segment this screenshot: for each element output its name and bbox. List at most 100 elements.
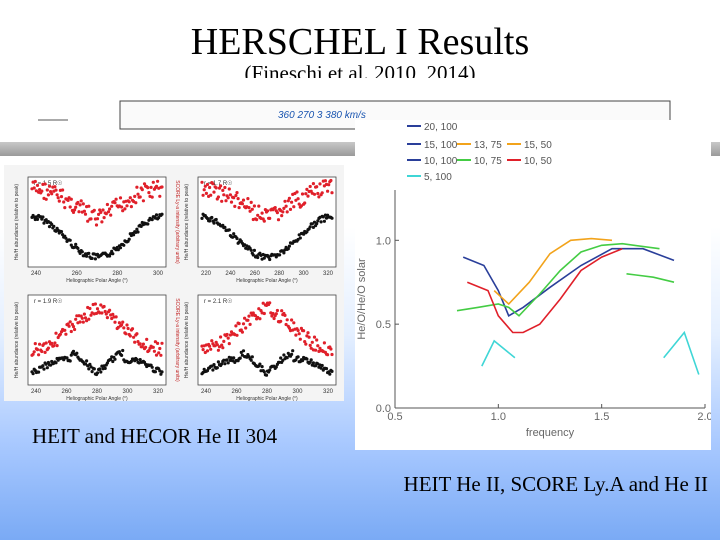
red-data-point	[151, 345, 155, 349]
red-data-point	[241, 322, 246, 326]
black-data-point	[65, 356, 69, 360]
red-data-point	[299, 204, 303, 208]
red-data-point	[146, 186, 150, 190]
red-data-point	[33, 179, 37, 184]
red-data-point	[158, 194, 162, 198]
black-data-point	[120, 353, 124, 357]
sub-plot-xtick: 300	[299, 271, 310, 277]
red-data-point	[99, 303, 103, 307]
red-data-point	[32, 186, 36, 190]
red-data-point	[100, 220, 104, 224]
red-data-point	[98, 208, 102, 212]
red-data-point	[306, 331, 310, 335]
y-axis-label: He/O/He/O solar	[356, 258, 368, 340]
red-data-point	[73, 208, 77, 212]
red-data-point	[35, 348, 40, 352]
black-data-point	[74, 242, 78, 246]
red-data-point	[225, 332, 229, 337]
red-data-point	[229, 200, 234, 204]
red-data-point	[307, 335, 311, 339]
sub-plot-xtick: 280	[92, 389, 103, 395]
red-data-point	[329, 178, 333, 183]
red-data-point	[290, 200, 294, 204]
sub-plot-left-ylabel: He/H abundance (relative to peak)	[14, 184, 20, 260]
red-data-point	[294, 333, 298, 337]
red-data-point	[209, 347, 213, 351]
black-data-point	[262, 370, 266, 374]
legend-entry: 15, 100	[424, 140, 458, 151]
red-data-point	[74, 205, 78, 209]
red-data-point	[76, 200, 80, 205]
red-data-point	[236, 197, 240, 201]
sub-plot: r = 1.7 R☉ He/H abundance (relative to pe…	[184, 176, 350, 284]
black-data-point	[127, 237, 131, 241]
red-data-point	[286, 199, 290, 203]
red-data-point	[279, 319, 283, 323]
red-data-point	[55, 344, 59, 348]
black-data-point	[324, 367, 329, 371]
black-data-point	[315, 222, 319, 226]
black-data-point	[319, 220, 323, 224]
black-data-point	[110, 249, 114, 253]
legend-entry: 5, 100	[424, 172, 452, 183]
sub-plot-radius-label: r = 1.9 R☉	[34, 298, 63, 305]
black-data-point	[93, 257, 97, 261]
red-data-point	[297, 202, 301, 206]
red-data-point	[156, 179, 160, 183]
red-data-point	[257, 307, 261, 311]
red-data-point	[280, 214, 284, 218]
black-data-point	[286, 247, 290, 251]
sub-plot-xtick: 240	[31, 389, 42, 395]
red-data-point	[157, 351, 161, 355]
sub-plot-left-ylabel: He/H abundance (relative to peak)	[14, 302, 20, 378]
red-data-point	[205, 182, 210, 187]
red-data-point	[154, 184, 159, 188]
black-data-point	[111, 359, 115, 364]
red-data-point	[275, 211, 279, 215]
red-data-point	[241, 198, 246, 202]
red-data-point	[326, 353, 330, 357]
red-data-point	[93, 302, 97, 306]
black-data-point	[311, 225, 315, 229]
sub-plot-xlabel: Heliographic Polar Angle (°)	[236, 396, 298, 401]
red-data-point	[58, 332, 63, 336]
red-data-point	[220, 199, 224, 203]
red-data-point	[237, 322, 241, 326]
black-data-point	[211, 368, 215, 372]
black-data-point	[282, 251, 286, 255]
red-data-point	[153, 340, 157, 344]
black-data-point	[214, 217, 218, 222]
red-data-point	[322, 341, 326, 345]
red-data-point	[125, 323, 129, 327]
black-data-point	[212, 363, 216, 367]
black-data-point	[308, 225, 312, 229]
red-data-point	[124, 332, 128, 336]
red-data-point	[71, 325, 76, 329]
red-data-point	[211, 182, 215, 186]
red-data-point	[250, 207, 254, 211]
red-data-point	[275, 308, 279, 313]
red-data-point	[221, 346, 225, 350]
red-data-point	[129, 205, 133, 209]
red-data-point	[50, 341, 54, 345]
red-data-point	[234, 193, 238, 198]
top-strip-chart: 360 270 3 380 km/s	[38, 98, 674, 132]
red-data-point	[94, 223, 99, 227]
black-data-point	[105, 361, 109, 365]
red-data-point	[261, 301, 265, 305]
red-data-point	[304, 192, 308, 196]
red-data-point	[31, 352, 35, 356]
red-data-point	[246, 197, 250, 201]
black-data-point	[61, 233, 65, 237]
red-data-point	[312, 192, 317, 196]
red-data-point	[271, 311, 275, 316]
red-data-point	[201, 193, 205, 197]
red-data-point	[308, 184, 312, 189]
sub-plot-xtick: 280	[262, 389, 273, 395]
black-data-point	[264, 373, 269, 377]
red-data-point	[74, 317, 78, 321]
left-plots-svg: r = 1.5 R☉ He/H abundance (relative to pe…	[14, 176, 350, 402]
black-data-point	[226, 361, 230, 365]
red-data-point	[86, 219, 90, 223]
red-data-point	[56, 196, 60, 200]
